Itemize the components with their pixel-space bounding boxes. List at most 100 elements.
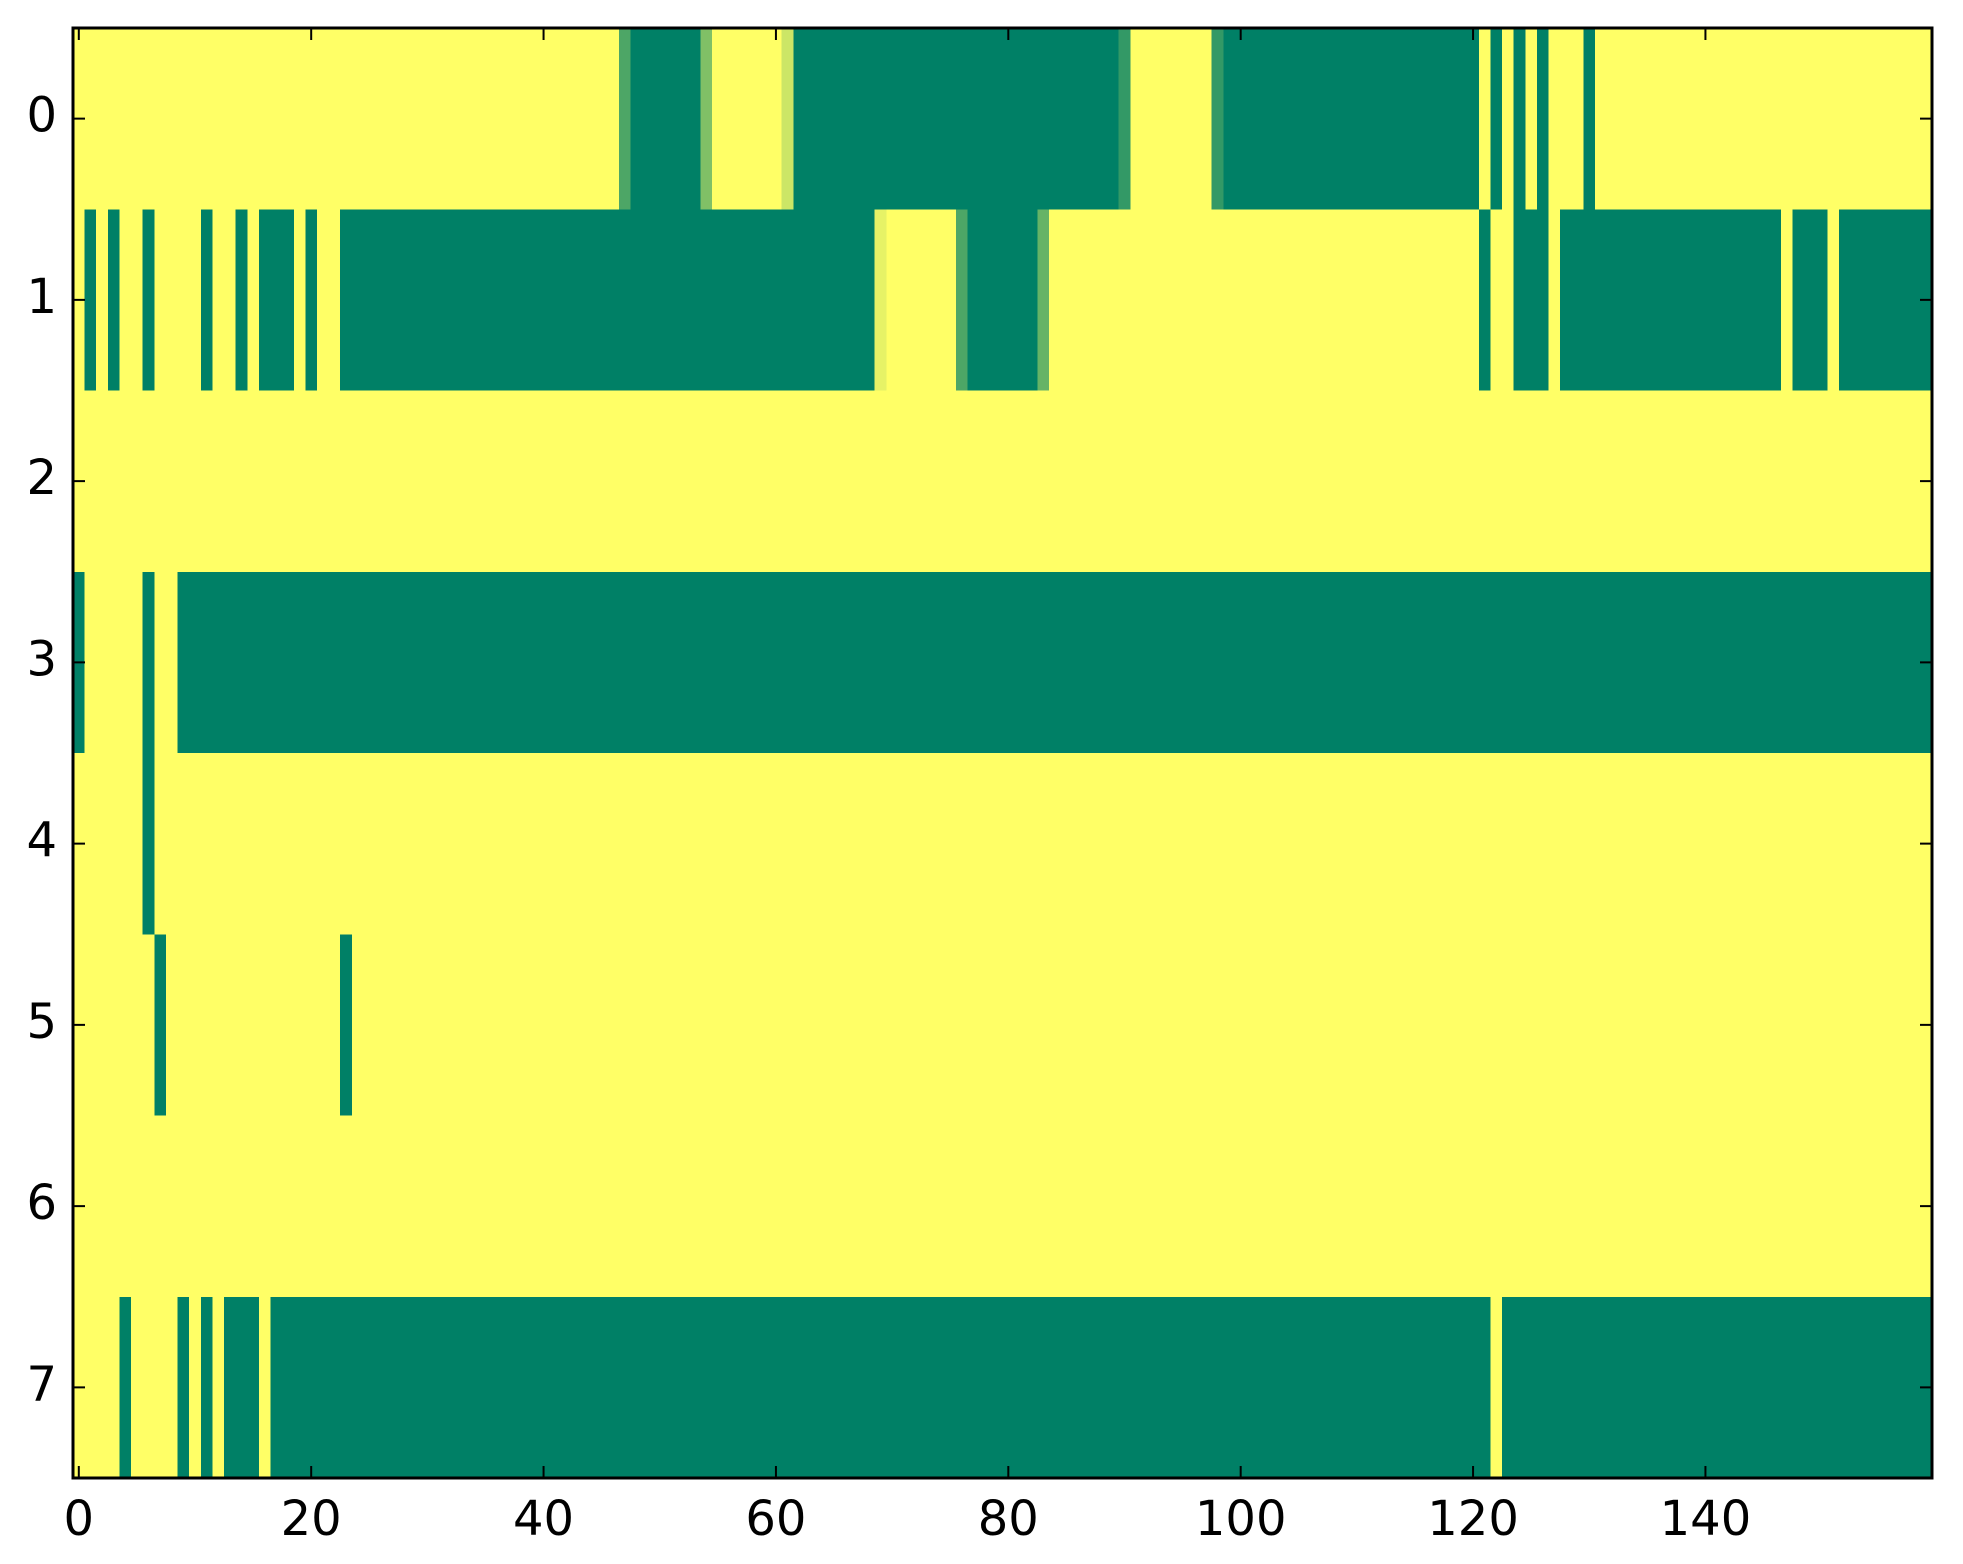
cell xyxy=(549,571,562,754)
cell xyxy=(560,28,574,210)
cell xyxy=(642,390,655,573)
cell xyxy=(1409,1296,1422,1479)
cell xyxy=(1467,209,1480,392)
cell xyxy=(1269,28,1282,210)
cell xyxy=(409,571,423,754)
cell xyxy=(1211,209,1224,392)
cell xyxy=(316,1115,330,1298)
cell xyxy=(688,390,702,573)
cell xyxy=(1467,390,1480,573)
cell xyxy=(305,209,318,392)
cell xyxy=(1571,571,1585,754)
cell xyxy=(967,1296,980,1479)
cell xyxy=(1234,571,1248,754)
cell xyxy=(479,934,492,1117)
cell xyxy=(967,390,980,573)
cell xyxy=(1281,571,1294,754)
cell xyxy=(1502,209,1515,392)
cell xyxy=(630,1115,643,1298)
cell xyxy=(1804,1296,1817,1479)
cell xyxy=(584,209,597,392)
cell xyxy=(1629,209,1643,392)
cell xyxy=(1676,390,1689,573)
cell xyxy=(1548,209,1561,392)
cell xyxy=(1792,390,1805,573)
cell xyxy=(421,571,434,754)
cell xyxy=(1304,753,1317,935)
cell xyxy=(956,1115,969,1298)
cell xyxy=(1025,28,1038,210)
cell xyxy=(1211,28,1224,210)
cell xyxy=(1606,209,1619,392)
cell xyxy=(328,934,341,1117)
cell xyxy=(107,1115,121,1298)
cell xyxy=(1397,390,1410,573)
cell xyxy=(1211,571,1224,754)
cell xyxy=(653,209,667,392)
cell xyxy=(189,753,202,935)
cell xyxy=(595,571,609,754)
cell xyxy=(1664,1296,1677,1479)
cell xyxy=(293,571,306,754)
cell xyxy=(1234,1296,1248,1479)
cell xyxy=(270,390,283,573)
cell xyxy=(839,209,853,392)
cell xyxy=(921,1296,934,1479)
cell xyxy=(1688,390,1701,573)
cell xyxy=(165,390,179,573)
cell xyxy=(607,934,620,1117)
cell xyxy=(932,571,946,754)
cell xyxy=(1327,209,1341,392)
cell xyxy=(537,28,550,210)
cell xyxy=(723,571,736,754)
cell xyxy=(932,753,946,935)
cell xyxy=(863,1296,876,1479)
cell xyxy=(328,28,341,210)
cell xyxy=(746,1115,760,1298)
cell xyxy=(1130,753,1143,935)
cell xyxy=(1804,571,1817,754)
cell xyxy=(468,753,481,935)
cell xyxy=(619,571,632,754)
cell xyxy=(258,1115,272,1298)
cell xyxy=(990,28,1004,210)
cell xyxy=(1897,1115,1910,1298)
cell xyxy=(1780,1115,1794,1298)
cell xyxy=(258,934,272,1117)
cell xyxy=(944,28,957,210)
cell xyxy=(1873,28,1887,210)
cell xyxy=(1478,934,1492,1117)
cell xyxy=(107,753,121,935)
cell xyxy=(235,1115,248,1298)
cell xyxy=(282,28,295,210)
cell xyxy=(1107,28,1120,210)
cell xyxy=(956,934,969,1117)
cell xyxy=(804,1296,818,1479)
cell xyxy=(1141,1115,1155,1298)
cell xyxy=(154,390,167,573)
cell xyxy=(990,209,1004,392)
cell xyxy=(1141,934,1155,1117)
cell xyxy=(456,1296,469,1479)
cell xyxy=(84,571,97,754)
cell xyxy=(723,1296,736,1479)
cell xyxy=(1304,571,1317,754)
cell xyxy=(270,934,283,1117)
cell xyxy=(1908,753,1921,935)
cell xyxy=(1641,28,1654,210)
cell xyxy=(944,1296,957,1479)
cell xyxy=(1571,209,1585,392)
cell xyxy=(1734,753,1747,935)
cell xyxy=(247,571,260,754)
cell xyxy=(723,390,736,573)
cell xyxy=(1385,1296,1399,1479)
cell xyxy=(293,753,306,935)
cell xyxy=(444,390,458,573)
cell xyxy=(1130,1115,1143,1298)
cell xyxy=(200,28,214,210)
cell xyxy=(1548,28,1561,210)
y-tick-label: 1 xyxy=(26,269,57,325)
cell xyxy=(549,1296,562,1479)
cell xyxy=(1107,934,1120,1117)
cell xyxy=(96,28,109,210)
